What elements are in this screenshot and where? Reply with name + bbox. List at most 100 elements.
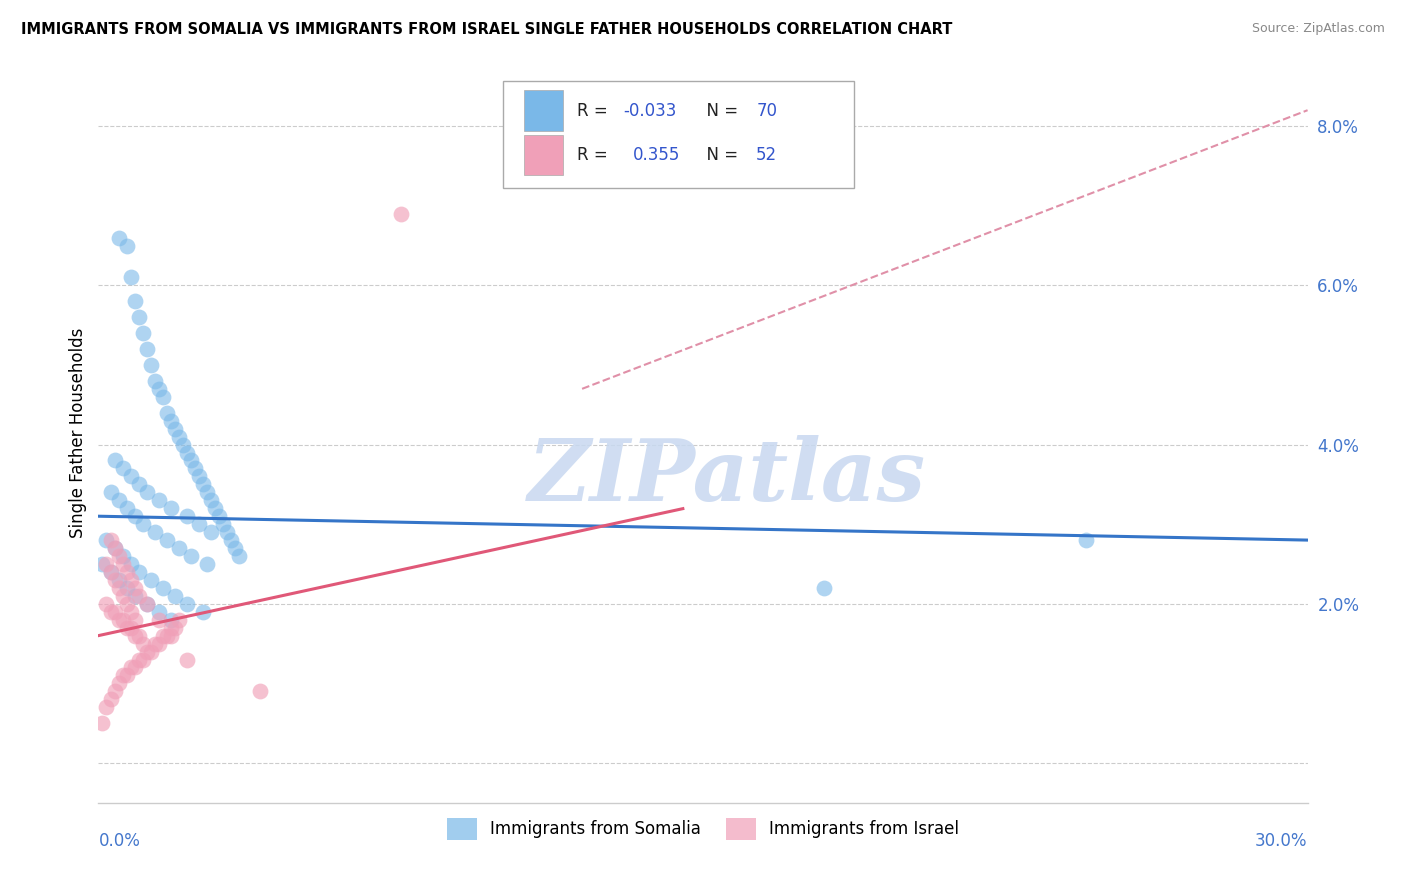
Point bbox=[176, 652, 198, 666]
Point bbox=[91, 716, 114, 731]
Point bbox=[152, 390, 174, 404]
Point bbox=[120, 557, 142, 571]
Text: N =: N = bbox=[696, 102, 744, 120]
Text: IMMIGRANTS FROM SOMALIA VS IMMIGRANTS FROM ISRAEL SINGLE FATHER HOUSEHOLDS CORRE: IMMIGRANTS FROM SOMALIA VS IMMIGRANTS FR… bbox=[21, 22, 952, 37]
Point bbox=[100, 485, 122, 500]
Point bbox=[100, 692, 122, 706]
Point bbox=[176, 597, 198, 611]
Point bbox=[200, 493, 222, 508]
Point bbox=[107, 573, 129, 587]
Point bbox=[103, 605, 125, 619]
Point bbox=[1074, 533, 1097, 547]
Point bbox=[208, 509, 231, 524]
Point bbox=[212, 517, 235, 532]
Point bbox=[115, 668, 138, 682]
Point bbox=[132, 652, 155, 666]
FancyBboxPatch shape bbox=[524, 135, 562, 176]
Point bbox=[176, 509, 198, 524]
Point bbox=[217, 525, 239, 540]
Point bbox=[195, 557, 218, 571]
Point bbox=[148, 605, 170, 619]
Point bbox=[813, 581, 835, 595]
Legend: Immigrants from Somalia, Immigrants from Israel: Immigrants from Somalia, Immigrants from… bbox=[440, 812, 966, 847]
Point bbox=[188, 469, 211, 483]
Point bbox=[160, 629, 183, 643]
Point bbox=[135, 597, 157, 611]
Point bbox=[148, 493, 170, 508]
Point bbox=[96, 597, 118, 611]
Point bbox=[200, 525, 222, 540]
Point bbox=[193, 477, 215, 491]
Point bbox=[195, 485, 218, 500]
Point bbox=[103, 573, 125, 587]
Point bbox=[107, 581, 129, 595]
Point bbox=[124, 660, 146, 674]
Point bbox=[135, 342, 157, 356]
Point bbox=[96, 557, 118, 571]
FancyBboxPatch shape bbox=[503, 81, 855, 188]
Text: R =: R = bbox=[578, 102, 613, 120]
Point bbox=[124, 294, 146, 309]
Point bbox=[100, 605, 122, 619]
Point bbox=[124, 581, 146, 595]
Point bbox=[107, 676, 129, 690]
Point bbox=[103, 453, 125, 467]
Point bbox=[135, 644, 157, 658]
Text: -0.033: -0.033 bbox=[623, 102, 676, 120]
Point bbox=[124, 629, 146, 643]
Text: 30.0%: 30.0% bbox=[1256, 832, 1308, 850]
Text: 52: 52 bbox=[756, 146, 778, 164]
Point bbox=[160, 621, 183, 635]
Point bbox=[156, 406, 179, 420]
Point bbox=[91, 557, 114, 571]
Text: 0.0%: 0.0% bbox=[98, 832, 141, 850]
Point bbox=[167, 541, 190, 555]
Point bbox=[115, 238, 138, 252]
Point bbox=[167, 429, 190, 443]
Point bbox=[107, 230, 129, 244]
Point bbox=[115, 565, 138, 579]
Point bbox=[120, 605, 142, 619]
Point bbox=[224, 541, 246, 555]
Point bbox=[148, 637, 170, 651]
Point bbox=[176, 445, 198, 459]
Point bbox=[124, 589, 146, 603]
Point bbox=[180, 549, 202, 563]
Point bbox=[193, 605, 215, 619]
Point bbox=[139, 358, 162, 372]
Point bbox=[115, 621, 138, 635]
Point bbox=[111, 549, 134, 563]
Point bbox=[96, 533, 118, 547]
Point bbox=[120, 621, 142, 635]
Point bbox=[120, 469, 142, 483]
Point bbox=[156, 629, 179, 643]
Text: R =: R = bbox=[578, 146, 619, 164]
Point bbox=[103, 684, 125, 698]
Point bbox=[96, 700, 118, 714]
Point bbox=[152, 581, 174, 595]
Point bbox=[111, 589, 134, 603]
Point bbox=[184, 461, 207, 475]
Point bbox=[107, 613, 129, 627]
Point bbox=[120, 573, 142, 587]
Text: 70: 70 bbox=[756, 102, 778, 120]
Point bbox=[107, 549, 129, 563]
Point bbox=[163, 589, 186, 603]
Point bbox=[135, 597, 157, 611]
Y-axis label: Single Father Households: Single Father Households bbox=[69, 327, 87, 538]
Point bbox=[143, 637, 166, 651]
Point bbox=[103, 541, 125, 555]
Point bbox=[111, 613, 134, 627]
Point bbox=[111, 668, 134, 682]
Point bbox=[115, 501, 138, 516]
Point bbox=[115, 581, 138, 595]
Point bbox=[107, 493, 129, 508]
Point bbox=[160, 414, 183, 428]
Point bbox=[111, 461, 134, 475]
Point bbox=[163, 422, 186, 436]
Point bbox=[143, 525, 166, 540]
Point bbox=[128, 629, 150, 643]
Point bbox=[103, 541, 125, 555]
Point bbox=[115, 597, 138, 611]
Point bbox=[221, 533, 243, 547]
